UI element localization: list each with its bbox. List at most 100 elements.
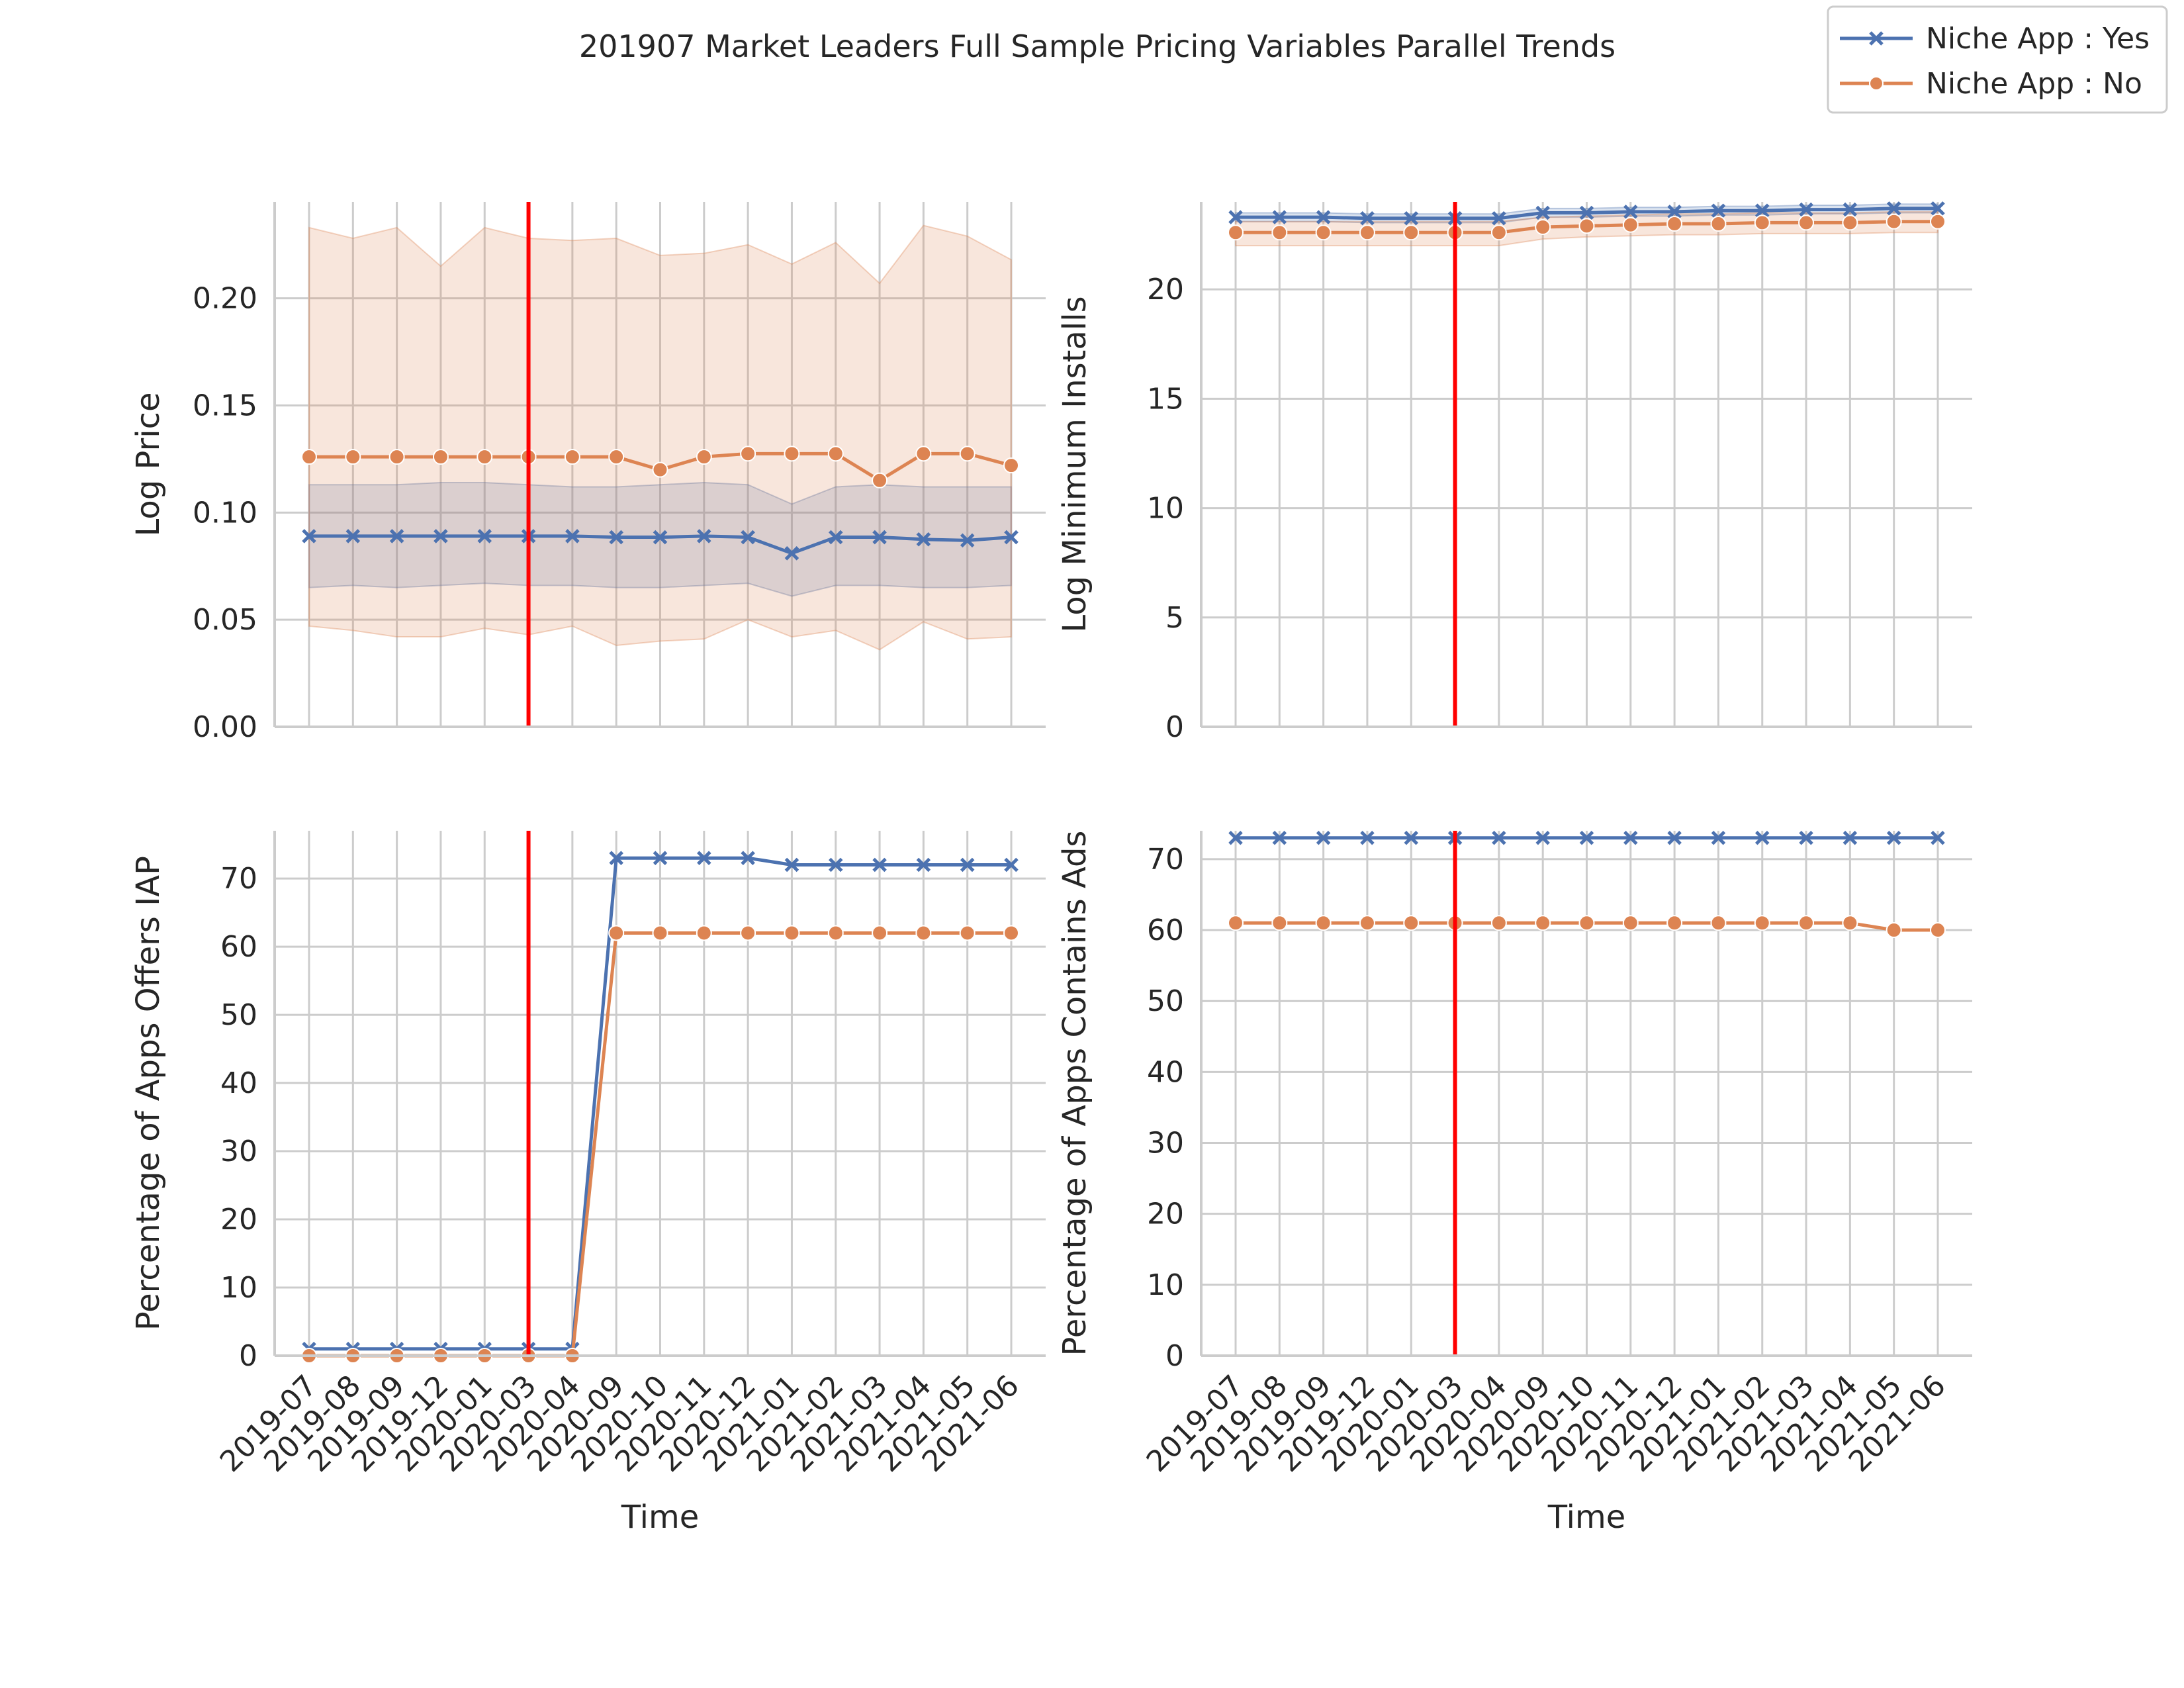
data-point-niche-app-no — [1490, 224, 1507, 241]
data-point-niche-app-no — [1886, 922, 1902, 939]
data-point-niche-app-no — [388, 449, 405, 465]
data-point-niche-app-yes — [1843, 202, 1858, 217]
data-point-niche-app-no — [1403, 915, 1420, 931]
legend-label-yes: Niche App : Yes — [1926, 22, 2150, 56]
y-tick-label: 30 — [220, 1135, 257, 1168]
data-point-niche-app-no — [784, 445, 800, 462]
data-point-niche-app-no — [827, 925, 844, 941]
data-point-niche-app-yes — [872, 857, 887, 872]
data-point-niche-app-yes — [960, 533, 975, 548]
y-axis-label: Log Price — [130, 392, 167, 536]
data-point-niche-app-no — [1754, 915, 1770, 931]
data-point-niche-app-no — [696, 925, 712, 941]
legend-label-no: Niche App : No — [1926, 67, 2142, 101]
y-tick-label: 0.00 — [193, 710, 257, 744]
y-axis-label: Percentage of Apps Contains Ads — [1056, 831, 1093, 1356]
y-tick-label: 70 — [1147, 843, 1184, 876]
data-point-niche-app-no — [872, 472, 888, 489]
data-point-niche-app-no — [1710, 216, 1727, 232]
legend-frame — [1827, 5, 2168, 114]
data-point-niche-app-no — [1798, 915, 1815, 931]
data-point-niche-app-yes — [1228, 210, 1243, 224]
data-point-niche-app-no — [1271, 224, 1288, 241]
data-point-niche-app-no — [1622, 216, 1639, 233]
data-point-niche-app-no — [1842, 214, 1858, 231]
data-point-niche-app-yes — [697, 851, 711, 865]
panel-percentage-contains-ads: 0102030405060702019-072019-082019-092019… — [1056, 831, 1972, 1536]
y-tick-label: 40 — [220, 1066, 257, 1100]
data-point-niche-app-no — [1710, 915, 1727, 931]
x-axis-label: Time — [621, 1499, 699, 1536]
data-point-niche-app-no — [1359, 224, 1375, 241]
data-point-niche-app-yes — [784, 857, 799, 872]
data-point-niche-app-no — [1754, 214, 1770, 231]
y-tick-label: 0 — [239, 1339, 257, 1373]
data-point-niche-app-yes — [1623, 830, 1638, 845]
data-point-niche-app-yes — [1799, 202, 1813, 217]
data-point-niche-app-yes — [741, 530, 755, 545]
data-point-niche-app-yes — [1535, 830, 1550, 845]
y-axis-label: Percentage of Apps Offers IAP — [130, 856, 167, 1331]
data-point-niche-app-yes — [1623, 205, 1638, 219]
data-point-niche-app-no — [1359, 915, 1375, 931]
data-point-niche-app-yes — [1272, 210, 1287, 224]
data-point-niche-app-no — [608, 925, 625, 941]
legend-entry-yes: Niche App : Yes — [1840, 22, 2150, 56]
data-point-niche-app-yes — [1535, 205, 1550, 220]
data-point-niche-app-no — [1622, 915, 1639, 931]
data-point-niche-app-yes — [1004, 857, 1019, 872]
y-tick-label: 5 — [1165, 601, 1184, 635]
data-point-niche-app-no — [1535, 915, 1551, 931]
y-tick-label: 50 — [220, 998, 257, 1032]
y-tick-label: 60 — [1147, 914, 1184, 947]
data-point-niche-app-yes — [1931, 830, 1945, 845]
data-point-niche-app-no — [915, 445, 932, 462]
data-point-niche-app-no — [301, 449, 317, 465]
data-point-niche-app-no — [1666, 915, 1683, 931]
data-point-niche-app-no — [1666, 216, 1683, 232]
figure-title: 201907 Market Leaders Full Sample Pricin… — [579, 28, 1615, 64]
data-point-niche-app-yes — [1360, 211, 1375, 226]
data-point-niche-app-no — [1578, 915, 1595, 931]
y-tick-label: 50 — [1147, 984, 1184, 1018]
data-point-niche-app-no — [959, 925, 976, 941]
data-point-niche-app-yes — [960, 857, 975, 872]
data-point-niche-app-no — [1930, 213, 1946, 230]
data-point-niche-app-yes — [1843, 830, 1858, 845]
data-point-niche-app-yes — [1754, 203, 1770, 218]
data-point-niche-app-no — [1003, 457, 1019, 474]
data-point-niche-app-yes — [565, 529, 580, 543]
y-tick-label: 0.20 — [193, 282, 257, 316]
y-tick-label: 0 — [1165, 1339, 1184, 1373]
y-tick-label: 10 — [220, 1271, 257, 1305]
data-point-niche-app-no — [740, 445, 756, 462]
data-point-niche-app-yes — [1316, 210, 1331, 224]
data-point-niche-app-no — [1228, 915, 1244, 931]
data-point-niche-app-yes — [1272, 830, 1287, 845]
y-tick-label: 0.10 — [193, 496, 257, 530]
data-point-niche-app-yes — [1579, 830, 1594, 845]
data-point-niche-app-yes — [1711, 830, 1726, 845]
y-tick-label: 10 — [1147, 492, 1184, 526]
data-point-niche-app-yes — [872, 530, 887, 545]
data-point-niche-app-yes — [1799, 830, 1813, 845]
data-point-niche-app-yes — [1404, 211, 1419, 226]
data-point-niche-app-yes — [916, 532, 931, 547]
data-point-niche-app-no — [564, 449, 580, 465]
data-point-niche-app-no — [872, 925, 888, 941]
data-point-niche-app-yes — [302, 529, 316, 543]
data-point-niche-app-no — [1490, 915, 1507, 931]
data-point-niche-app-no — [740, 925, 756, 941]
data-point-niche-app-yes — [916, 857, 931, 872]
y-tick-label: 40 — [1147, 1055, 1184, 1089]
legend-entry-no: Niche App : No — [1840, 67, 2142, 101]
panel-percentage-offers-iap: 0102030405060702019-072019-082019-092019… — [130, 831, 1046, 1536]
y-tick-label: 0.05 — [193, 603, 257, 637]
confidence-band-niche-app-no — [308, 224, 1012, 651]
data-point-niche-app-yes — [1754, 830, 1770, 845]
data-point-niche-app-no — [696, 449, 712, 465]
data-point-niche-app-no — [1842, 915, 1858, 931]
y-axis-label: Log Minimum Installs — [1056, 296, 1093, 632]
legend: Niche App : Yes Niche App : No — [1827, 5, 2168, 114]
